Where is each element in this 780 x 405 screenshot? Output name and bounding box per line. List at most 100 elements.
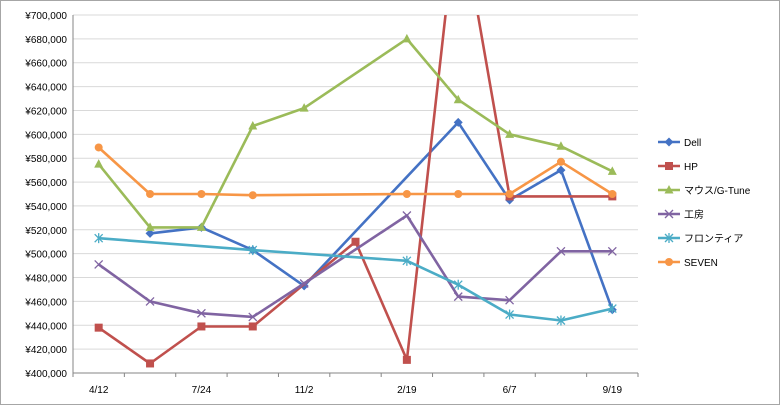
data-point xyxy=(556,157,565,166)
data-point xyxy=(146,190,155,198)
data-point xyxy=(94,143,103,152)
data-point xyxy=(608,190,617,198)
data-point xyxy=(402,355,411,364)
data-point xyxy=(196,308,206,318)
marker-stroke xyxy=(453,292,463,302)
y-tick-label: ¥640,000 xyxy=(24,83,67,94)
data-point xyxy=(607,166,617,175)
marker-stroke xyxy=(248,312,258,322)
marker-stroke xyxy=(505,295,515,305)
data-point xyxy=(454,190,463,198)
data-point xyxy=(197,190,206,198)
legend-label: Dell xyxy=(684,138,701,149)
y-tick-label: ¥480,000 xyxy=(24,274,67,285)
legend-marker xyxy=(664,209,674,219)
legend-item: フロンティア xyxy=(658,233,743,245)
legend-marker xyxy=(665,162,673,170)
y-tick-label: ¥560,000 xyxy=(24,178,67,189)
data-point xyxy=(402,211,412,220)
data-point xyxy=(556,246,566,256)
legend-label: SEVEN xyxy=(684,258,718,269)
y-tick-label: ¥420,000 xyxy=(24,345,67,356)
data-point xyxy=(197,322,206,331)
data-point xyxy=(299,279,309,288)
x-tick-label: 9/19 xyxy=(603,385,623,396)
series-star xyxy=(94,233,617,326)
legend-item: 工房 xyxy=(658,208,704,221)
data-point xyxy=(453,117,463,127)
data-point xyxy=(351,237,360,246)
data-point xyxy=(505,309,515,320)
y-tick-label: ¥500,000 xyxy=(24,250,67,261)
marker-stroke xyxy=(556,246,566,256)
series-x xyxy=(94,211,617,322)
data-point xyxy=(556,315,566,326)
y-tick-label: ¥620,000 xyxy=(24,106,67,117)
data-point xyxy=(146,359,155,368)
data-point xyxy=(248,191,257,200)
data-point xyxy=(556,141,566,150)
series-diamond xyxy=(145,117,617,315)
x-tick-label: 11/2 xyxy=(295,385,314,396)
x-tick-label: 7/24 xyxy=(192,385,212,396)
data-point xyxy=(299,103,309,112)
legend-marker xyxy=(665,258,673,266)
data-point xyxy=(402,190,411,198)
data-point xyxy=(402,255,412,266)
marker-stroke xyxy=(196,308,206,318)
data-point xyxy=(453,292,463,302)
data-point xyxy=(453,279,463,290)
y-tick-label: ¥600,000 xyxy=(24,130,67,141)
axes: ¥400,000 ¥420,000 ¥440,000 ¥460,000 ¥480,000… xyxy=(24,11,639,396)
data-point xyxy=(402,33,412,43)
marker-stroke xyxy=(402,211,412,220)
marker-stroke xyxy=(94,259,104,269)
y-tick-label: ¥440,000 xyxy=(24,321,67,332)
legend-item: HP xyxy=(658,162,698,173)
y-tick-label: ¥680,000 xyxy=(24,35,67,46)
series-triangle xyxy=(94,33,617,231)
legend-item: SEVEN xyxy=(658,258,718,269)
data-point xyxy=(607,303,617,314)
data-point xyxy=(145,296,155,306)
y-tick-label: ¥700,000 xyxy=(24,11,67,22)
legend-item: マウス/G-Tune xyxy=(658,185,751,197)
legend-marker xyxy=(664,137,674,147)
legend-marker xyxy=(664,185,674,194)
data-point xyxy=(505,129,515,138)
y-tick-label: ¥520,000 xyxy=(24,226,67,237)
series-line xyxy=(97,214,613,319)
marker-stroke xyxy=(664,209,674,219)
series-line xyxy=(97,146,613,197)
data-point xyxy=(145,228,155,238)
data-point xyxy=(94,159,104,168)
data-point xyxy=(248,312,258,322)
legend-marker xyxy=(664,233,674,243)
legend-label: フロンティア xyxy=(684,234,743,245)
series-lines xyxy=(94,15,617,368)
data-point xyxy=(505,190,514,198)
data-point xyxy=(453,94,463,104)
data-point xyxy=(248,322,257,331)
data-point xyxy=(145,222,155,231)
series-line xyxy=(97,37,613,229)
x-tick-label: 4/12 xyxy=(89,385,109,396)
data-point xyxy=(607,246,617,256)
data-point xyxy=(94,233,104,244)
data-point xyxy=(94,323,103,332)
marker-stroke xyxy=(607,246,617,256)
series-line xyxy=(149,121,614,311)
marker-stroke xyxy=(145,296,155,306)
marker-stroke xyxy=(299,279,309,288)
legend-label: HP xyxy=(684,162,698,173)
y-tick-label: ¥540,000 xyxy=(24,202,67,213)
data-point xyxy=(248,245,258,256)
data-point xyxy=(196,222,206,231)
series-circle xyxy=(94,143,617,200)
y-tick-label: ¥660,000 xyxy=(24,59,67,70)
data-point xyxy=(505,295,515,305)
y-tick-label: ¥580,000 xyxy=(24,154,67,165)
